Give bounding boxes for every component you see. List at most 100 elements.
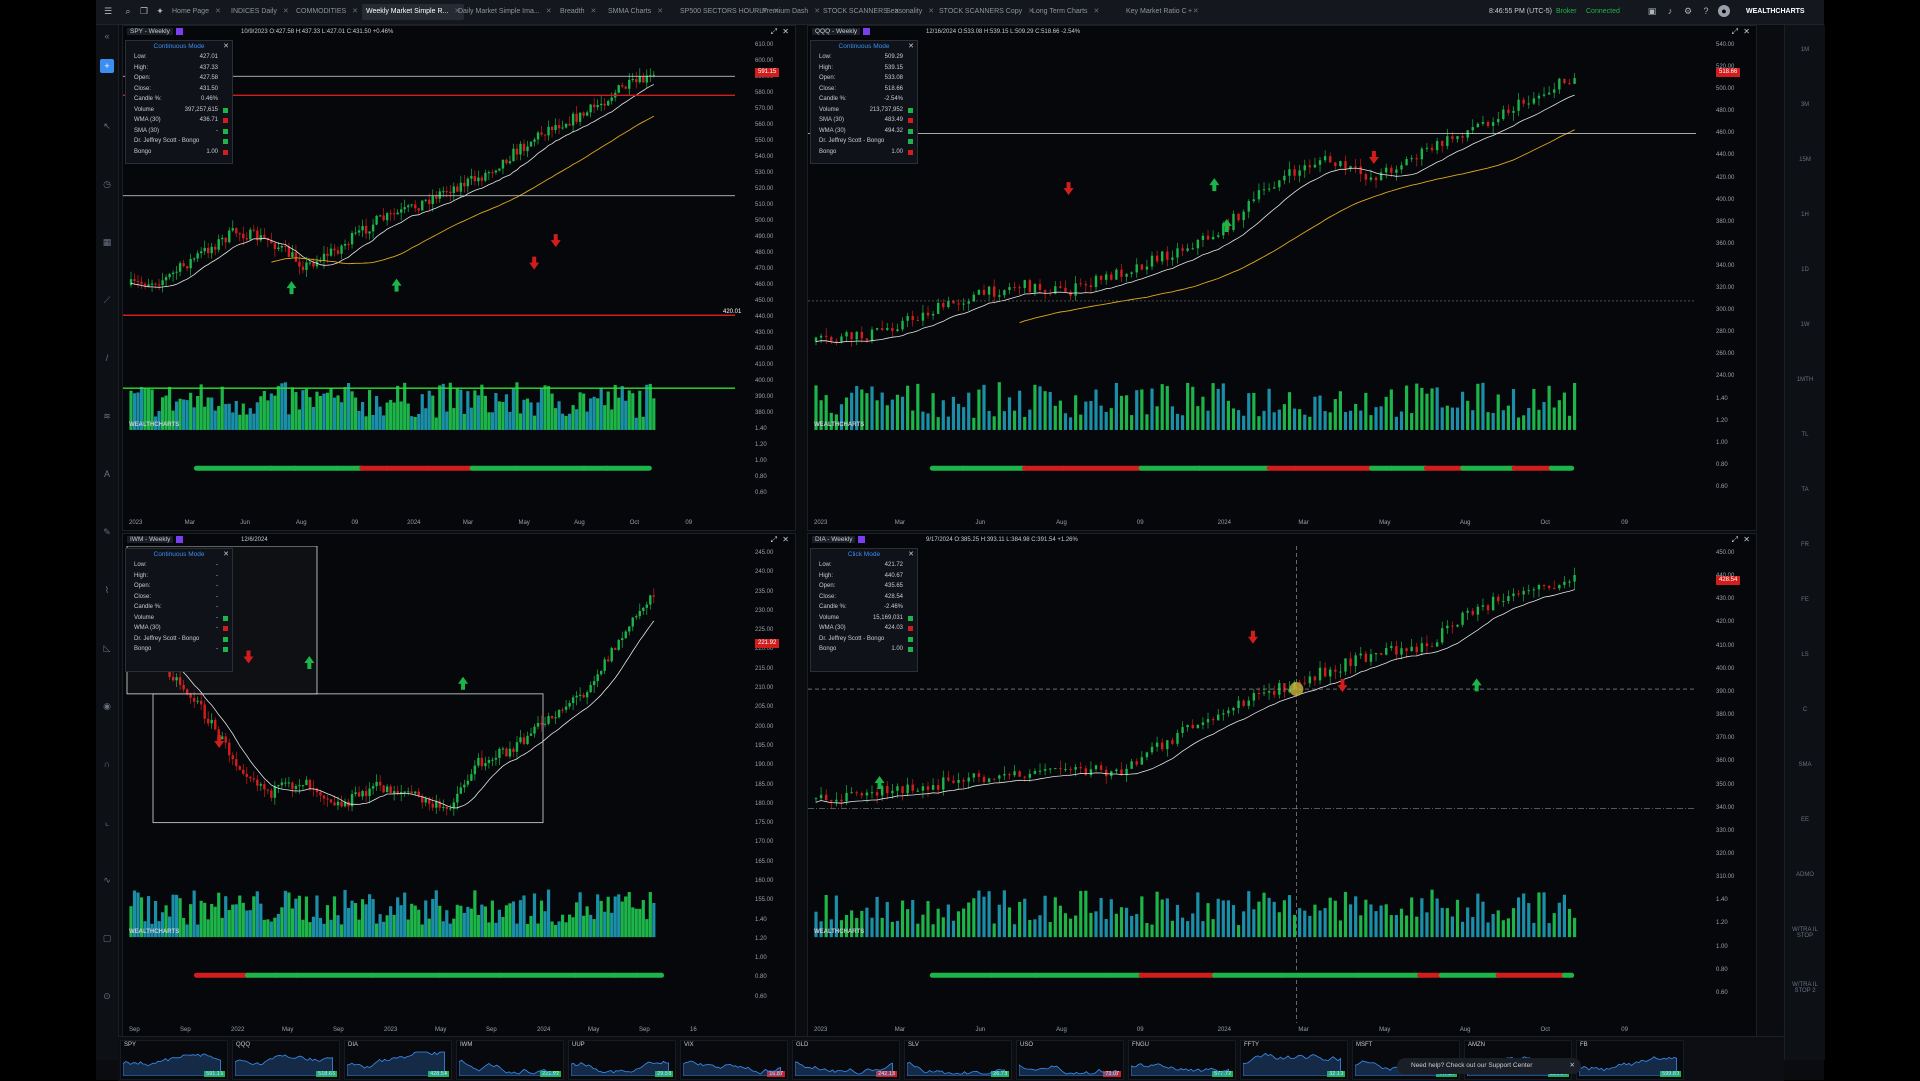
cursor-icon[interactable]: ↖ [103,121,111,131]
toggle-swatch[interactable] [223,128,228,134]
right-label-0[interactable]: 1M [1800,47,1810,53]
close-tab-icon[interactable]: ✕ [657,8,664,15]
color-swatch[interactable] [863,27,871,35]
info-box[interactable]: Continuous Mode ✕ Low: - High: - Open: - Close: -… [125,548,233,672]
pattern-icon[interactable]: ∿ [103,875,111,885]
save-icon[interactable]: ▣ [1647,6,1657,16]
tab-9[interactable]: STOCK SCANNERS ✕ [823,4,900,20]
close-icon[interactable]: ✕ [908,551,914,558]
tab-7[interactable]: SP500 SECTORS HOURLY ✕ [680,4,779,20]
symbol-label[interactable]: SPY - Weekly [127,28,173,35]
info-box[interactable]: Continuous Mode ✕ Low: 509.29 High: 539.15 Ope… [810,40,918,164]
symbol-label[interactable]: IWM - Weekly [127,536,174,543]
magnet-icon[interactable]: ∩ [103,759,111,769]
tab-3[interactable]: Weekly Market Simple R... ✕ [362,4,465,20]
close-tab-icon[interactable]: ✕ [814,8,821,15]
right-label-16[interactable]: W/TRA IL STOP [1792,927,1818,939]
close-tab-icon[interactable]: ✕ [1028,8,1034,15]
close-icon[interactable]: ✕ [223,551,229,558]
chart-panel-2[interactable]: IWM - Weekly 12/6/2024 ⤢ ✕ Continuous Mode ✕ L… [122,533,796,1038]
watchlist-item-10[interactable]: FFTY32.10 [1240,1040,1348,1080]
tab-10[interactable]: Seasonality ✕ [886,4,934,20]
chart-panel-0[interactable]: SPY - Weekly 10/9/2023 O:427.58 H:437.33 … [122,25,796,531]
layers-icon[interactable]: ≋ [103,411,111,421]
right-label-15[interactable]: ADMO [1796,872,1814,878]
watchlist-item-4[interactable]: UUP29.58 [568,1040,676,1080]
clock-icon[interactable]: ◷ [103,179,111,189]
ruler-icon[interactable]: ⌇ [104,585,110,595]
new-tab-button[interactable]: + [1188,8,1193,15]
trash-icon[interactable]: ▢ [102,933,112,943]
close-icon[interactable]: ✕ [1569,1062,1575,1069]
maximize-icon[interactable]: ⤢ [770,535,777,544]
toggle-swatch[interactable] [223,615,228,621]
watchlist-item-3[interactable]: IWM221.92 [456,1040,564,1080]
maximize-icon[interactable]: ⤢ [770,27,777,36]
right-label-13[interactable]: SMA [1798,762,1812,768]
close-tab-icon[interactable]: ✕ [773,8,780,15]
toggle-swatch[interactable] [223,107,228,113]
watchlist-item-1[interactable]: QQQ518.66 [232,1040,340,1080]
trend-icon[interactable]: ⟋ [103,295,111,305]
watchlist-item-2[interactable]: DIA428.54 [344,1040,452,1080]
right-label-1[interactable]: 3M [1800,102,1810,108]
toggle-swatch[interactable] [908,128,913,134]
right-label-5[interactable]: 1W [1800,322,1810,328]
toggle-swatch[interactable] [908,636,913,642]
toggle-swatch[interactable] [223,636,228,642]
watchlist-item-6[interactable]: GLD242.13 [792,1040,900,1080]
tab-6[interactable]: SMMA Charts ✕ [608,4,663,20]
tab-13[interactable]: Key Market Ratio C ✕ [1126,4,1199,20]
maximize-icon[interactable]: ⤢ [1731,27,1738,36]
close-icon[interactable]: ✕ [782,27,789,36]
tab-1[interactable]: INDICES Daily ✕ [231,4,289,20]
watchlist-item-13[interactable]: FB599.80 [1576,1040,1684,1080]
calendar-icon[interactable]: ▦ [102,237,112,247]
price-chart[interactable] [123,38,735,516]
toggle-swatch[interactable] [908,647,913,652]
toggle-swatch[interactable] [223,149,228,155]
close-tab-icon[interactable]: ✕ [282,8,289,15]
right-label-14[interactable]: EE [1800,817,1809,823]
tab-12[interactable]: Long Term Charts ✕ [1032,4,1099,20]
toggle-swatch[interactable] [908,615,913,621]
close-icon[interactable]: ✕ [1743,535,1750,544]
color-swatch[interactable] [176,535,184,543]
watchlist-item-9[interactable]: FNGU577.72 [1128,1040,1236,1080]
lock-icon[interactable]: ⊙ [103,991,111,1001]
support-banner[interactable]: Need help? Check out our Support Center ✕ [1397,1058,1581,1074]
close-tab-icon[interactable]: ✕ [928,8,935,15]
broker-status[interactable]: Broker [1556,8,1577,15]
ai-icon[interactable]: ✦ [156,6,164,16]
toggle-swatch[interactable] [223,647,228,652]
right-label-11[interactable]: LS [1801,652,1809,658]
symbol-label[interactable]: QQQ - Weekly [812,28,861,35]
close-icon[interactable]: ✕ [1743,27,1750,36]
right-label-7[interactable]: TL [1801,432,1809,438]
pencil-icon[interactable]: ✎ [103,527,111,537]
info-box[interactable]: Continuous Mode ✕ Low: 427.01 High: 437.33 Ope… [125,40,233,164]
toggle-swatch[interactable] [908,118,913,123]
close-tab-icon[interactable]: ✕ [1192,8,1199,15]
avatar[interactable]: ● [1718,5,1730,17]
maximize-icon[interactable]: ⤢ [1731,535,1738,544]
close-tab-icon[interactable]: ✕ [454,8,461,15]
toggle-swatch[interactable] [908,139,913,144]
right-label-12[interactable]: C [1802,707,1808,713]
right-label-17[interactable]: W/TRA IL STOP 2 [1792,982,1818,994]
right-label-10[interactable]: FE [1801,597,1809,603]
close-tab-icon[interactable]: ✕ [590,8,597,15]
toggle-swatch[interactable] [908,107,913,113]
eye-icon[interactable]: ◉ [103,701,111,711]
right-label-9[interactable]: FR [1801,542,1809,548]
search-icon[interactable]: ⌕ [125,6,131,16]
close-icon[interactable]: ✕ [223,43,229,50]
close-tab-icon[interactable]: ✕ [545,8,552,15]
toggle-swatch[interactable] [223,626,228,631]
watchlist-item-0[interactable]: SPY591.15 [120,1040,228,1080]
line-tool-icon[interactable]: / [105,353,109,363]
close-tab-icon[interactable]: ✕ [1093,8,1100,15]
text-tool-icon[interactable]: A [103,469,110,479]
add-icon[interactable]: + [100,59,114,73]
gear-icon[interactable]: ⚙ [1683,6,1693,16]
